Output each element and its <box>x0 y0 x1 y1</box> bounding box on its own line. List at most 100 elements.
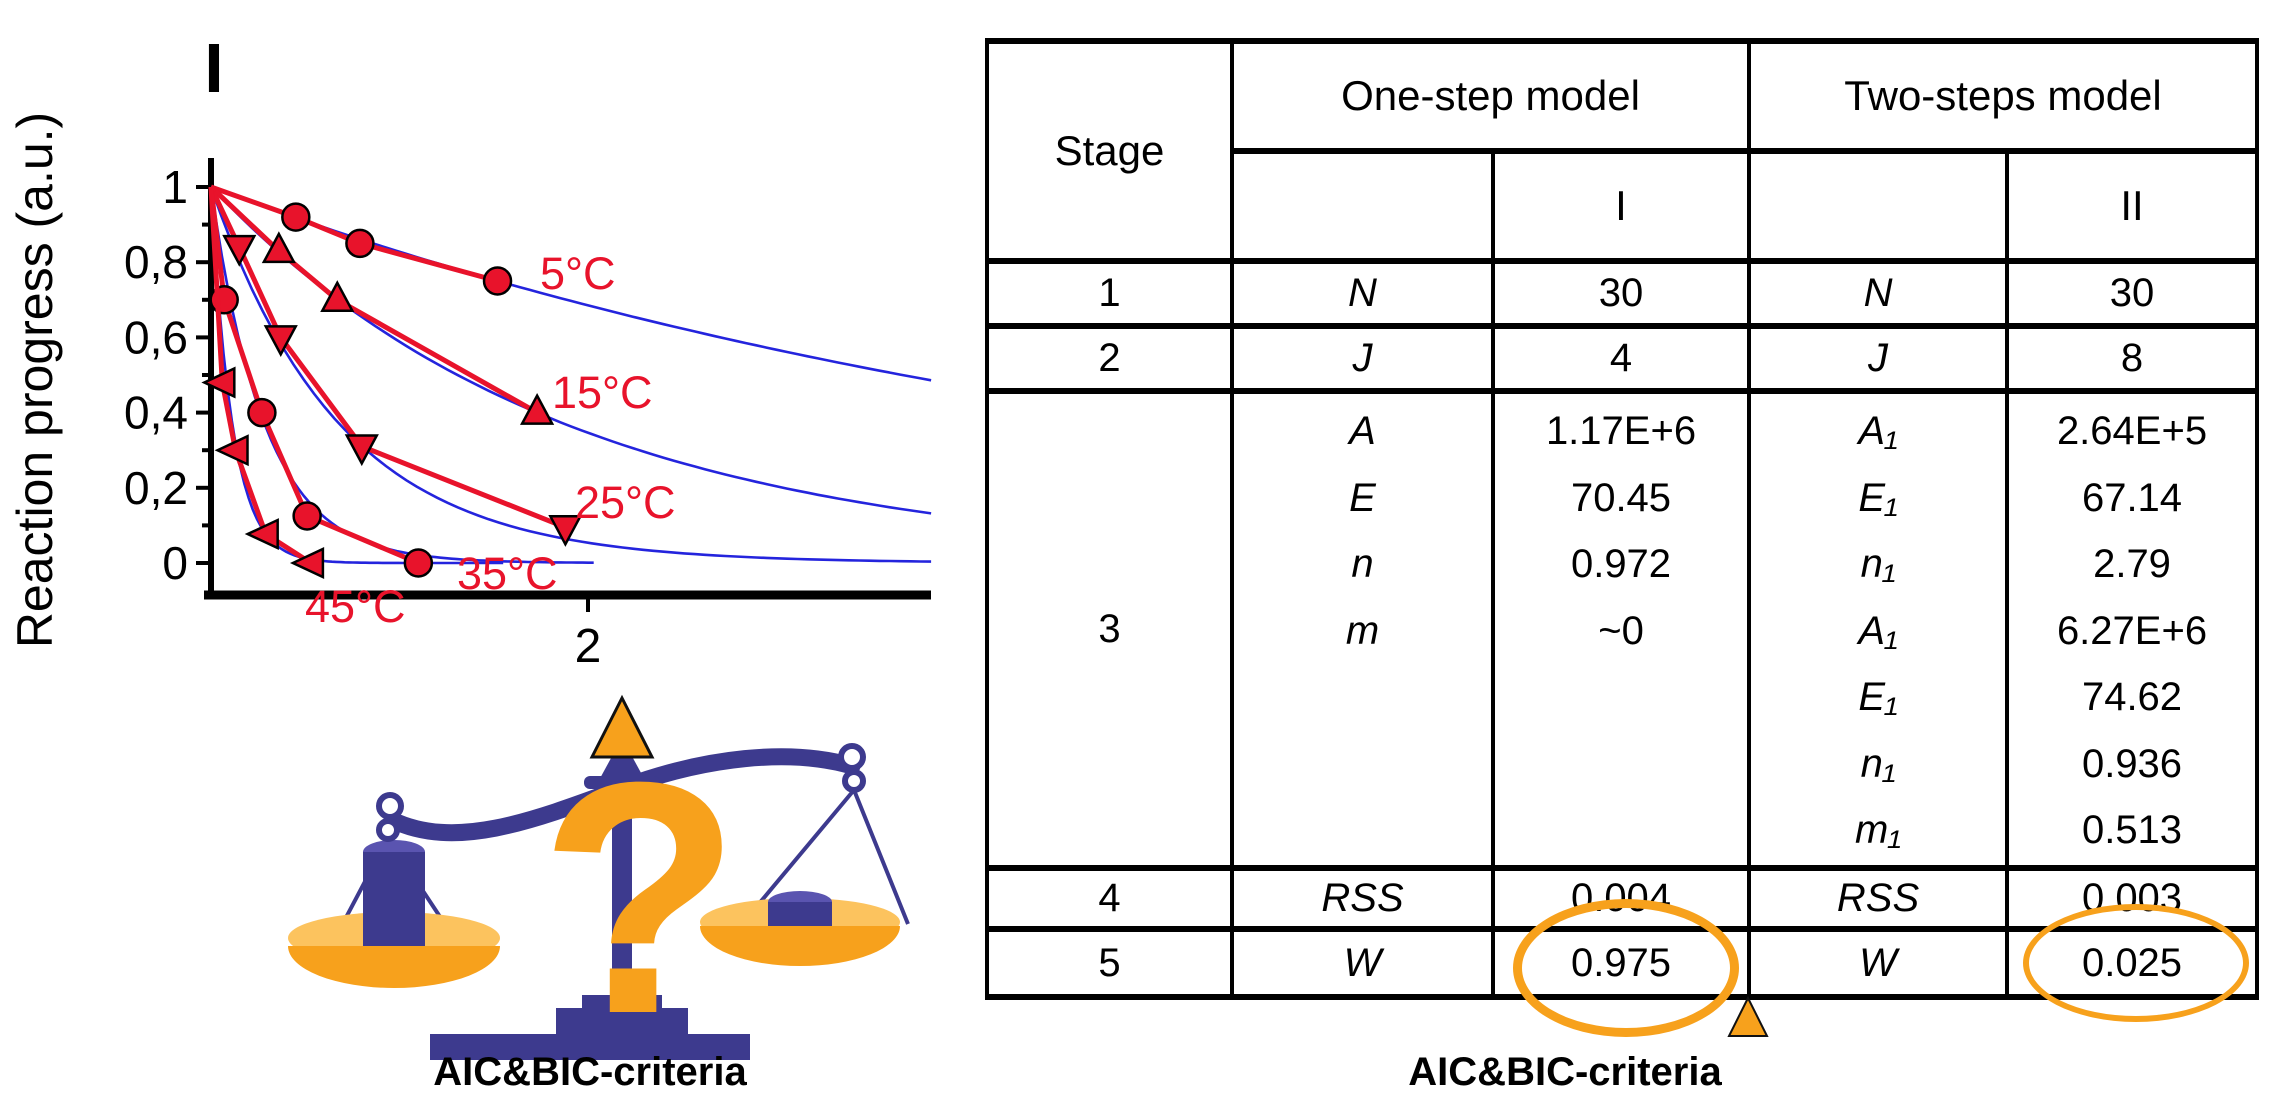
data-line-5°C <box>210 184 499 284</box>
stage-1-param-two-steps: N <box>1747 258 2010 329</box>
table-row-stage-1: 1 N 30 N 30 <box>985 258 2260 329</box>
x-tick-label: 2 <box>575 620 602 673</box>
stage-2-number: 2 <box>985 323 1234 394</box>
series-label-15°C: 15°C <box>552 367 653 418</box>
y-tick-label: 0,6 <box>124 311 188 363</box>
table-row-stage-3: 3 A E n m 1.17E+6 70.45 0.972 ~0 A₁ E₁ n… <box>985 388 2260 871</box>
param-m: m <box>1345 608 1380 653</box>
stage-5-number: 5 <box>985 926 1234 1000</box>
table-row-stage-2: 2 J 4 J 8 <box>985 323 2260 394</box>
series-label-5°C: 5°C <box>540 248 616 299</box>
stage-5-value-two-steps: 0.025 <box>2005 926 2260 1000</box>
left-beam-ring-upper <box>376 792 404 820</box>
stage-2-param-one-step: J <box>1230 323 1495 394</box>
header-two-steps-param-col <box>1747 148 2010 264</box>
right-pan-bowl <box>700 926 900 966</box>
marker-circle-35°C <box>292 501 322 531</box>
y-axis-title: Reaction progress (a.u.) <box>7 112 63 648</box>
series-label-35°C: 35°C <box>457 548 558 599</box>
stage-2-value-one-step: 4 <box>1490 323 1752 394</box>
value-n: 0.972 <box>1570 542 1672 586</box>
table-row-stage-4: 4 RSS 0.004 RSS 0.003 <box>985 865 2260 932</box>
right-beam-ring-lower <box>842 769 866 793</box>
stage-2-value-two-steps: 8 <box>2005 323 2260 394</box>
right-weight-body <box>768 902 832 928</box>
y-tick-label: 0 <box>162 537 188 589</box>
y-tick-label: 0,8 <box>124 236 188 288</box>
marker-triangle-down-25°C <box>344 434 379 467</box>
marker-triangle-left-45°C <box>289 547 325 579</box>
model-comparison-table: Stage One-step model Two-steps model I I… <box>985 38 2260 1000</box>
param-A: A <box>1349 409 1376 453</box>
right-beam-ring-upper <box>838 743 866 771</box>
pedestal-step <box>556 1008 688 1036</box>
table-row-stage-5: 5 W 0.975 W 0.025 <box>985 926 2260 1000</box>
balance-scale-illustration: ? <box>288 694 910 1080</box>
model-curve-25°C <box>209 186 932 563</box>
scale-caption: AIC&BIC-criteria <box>433 1050 747 1094</box>
marker-triangle-left-45°C <box>201 366 236 399</box>
value-E: 70.45 <box>1570 475 1672 520</box>
y-tick-label: 0,4 <box>124 387 188 439</box>
stage-1-number: 1 <box>985 258 1234 329</box>
marker-triangle-down-25°C <box>548 515 583 547</box>
marker-triangle-up-15°C <box>520 392 555 425</box>
model-curve-15°C <box>210 186 932 515</box>
question-mark-icon: ? <box>539 713 741 1080</box>
header-one-step-param-col <box>1230 148 1495 264</box>
stage-4-value-two-steps: 0.003 <box>2005 865 2260 932</box>
stage-3-values-one-step: 1.17E+6 70.45 0.972 ~0 <box>1490 388 1752 871</box>
left-pan-bowl <box>288 946 500 988</box>
data-series <box>201 184 583 579</box>
stage-4-value-one-step: 0.004 <box>1490 865 1752 932</box>
marker-triangle-up-15°C <box>261 231 296 264</box>
series-label-45°C: 45°C <box>305 581 406 632</box>
data-line-15°C <box>209 185 539 415</box>
param-n1b: n₁ <box>1860 741 1896 786</box>
marker-triangle-up-15°C <box>320 280 355 313</box>
param-A1: A₁ <box>1858 409 1898 453</box>
value-E1b: 74.62 <box>2081 675 2183 719</box>
y-tick-label: 0,2 <box>124 462 188 514</box>
param-n: n <box>1351 542 1374 586</box>
stage-3-values-two-steps: 2.64E+5 67.14 2.79 6.27E+6 74.62 0.936 0… <box>2005 388 2260 871</box>
reaction-progress-chart: Reaction progress (a.u.) I 1 0,8 0,6 0,4 0,2… <box>7 29 932 673</box>
table-header-row-2: I II <box>987 148 2260 264</box>
value-n1b: 0.936 <box>2081 741 2183 786</box>
marker-triangle-left-45°C <box>244 518 279 551</box>
axis-ticks: 1 0,8 0,6 0,4 0,2 0 2 <box>124 161 601 673</box>
scale-pointer-triangle-icon <box>589 694 655 759</box>
param-n1: n₁ <box>1860 542 1896 586</box>
pedestal-collar <box>582 995 662 1009</box>
series-label-25°C: 25°C <box>575 477 676 528</box>
param-E: E <box>1349 475 1376 520</box>
stage-1-param-one-step: N <box>1230 258 1495 329</box>
table-header-row-1: Stage One-step model Two-steps model <box>985 38 2260 264</box>
param-E1b: E₁ <box>1858 675 1898 719</box>
stage-1-value-two-steps: 30 <box>2005 258 2260 329</box>
series-labels: 5°C 15°C 25°C 35°C 45°C <box>305 248 676 632</box>
param-m1: m₁ <box>1855 808 1901 852</box>
marker-circle-35°C <box>403 548 434 578</box>
stage-1-value-one-step: 30 <box>1490 258 1752 329</box>
param-A1b: A₁ <box>1858 608 1898 653</box>
marker-triangle-down-25°C <box>222 234 257 267</box>
value-E1: 67.14 <box>2081 475 2183 520</box>
left-weight-body <box>363 852 425 950</box>
stage-4-param-two-steps: RSS <box>1747 865 2010 932</box>
marker-triangle-left-45°C <box>214 434 249 467</box>
value-m1: 0.513 <box>2081 808 2183 852</box>
pedestal-base <box>430 1034 750 1060</box>
value-A1b: 6.27E+6 <box>2056 608 2208 653</box>
header-process-I: I <box>1490 148 1752 264</box>
header-one-step-model: One-step model <box>1229 38 1752 154</box>
header-stage: Stage <box>985 38 1234 264</box>
value-A1: 2.64E+5 <box>2056 409 2208 453</box>
table-pointer-triangle-icon <box>1727 995 1769 1037</box>
y-tick-label: 1 <box>162 161 188 213</box>
stage-4-param-one-step: RSS <box>1230 865 1495 932</box>
stage-5-value-one-step: 0.975 <box>1490 926 1752 1000</box>
value-n1: 2.79 <box>2093 542 2171 586</box>
stage-2-param-two-steps: J <box>1747 323 2010 394</box>
balance-scale: ? <box>288 694 910 1080</box>
